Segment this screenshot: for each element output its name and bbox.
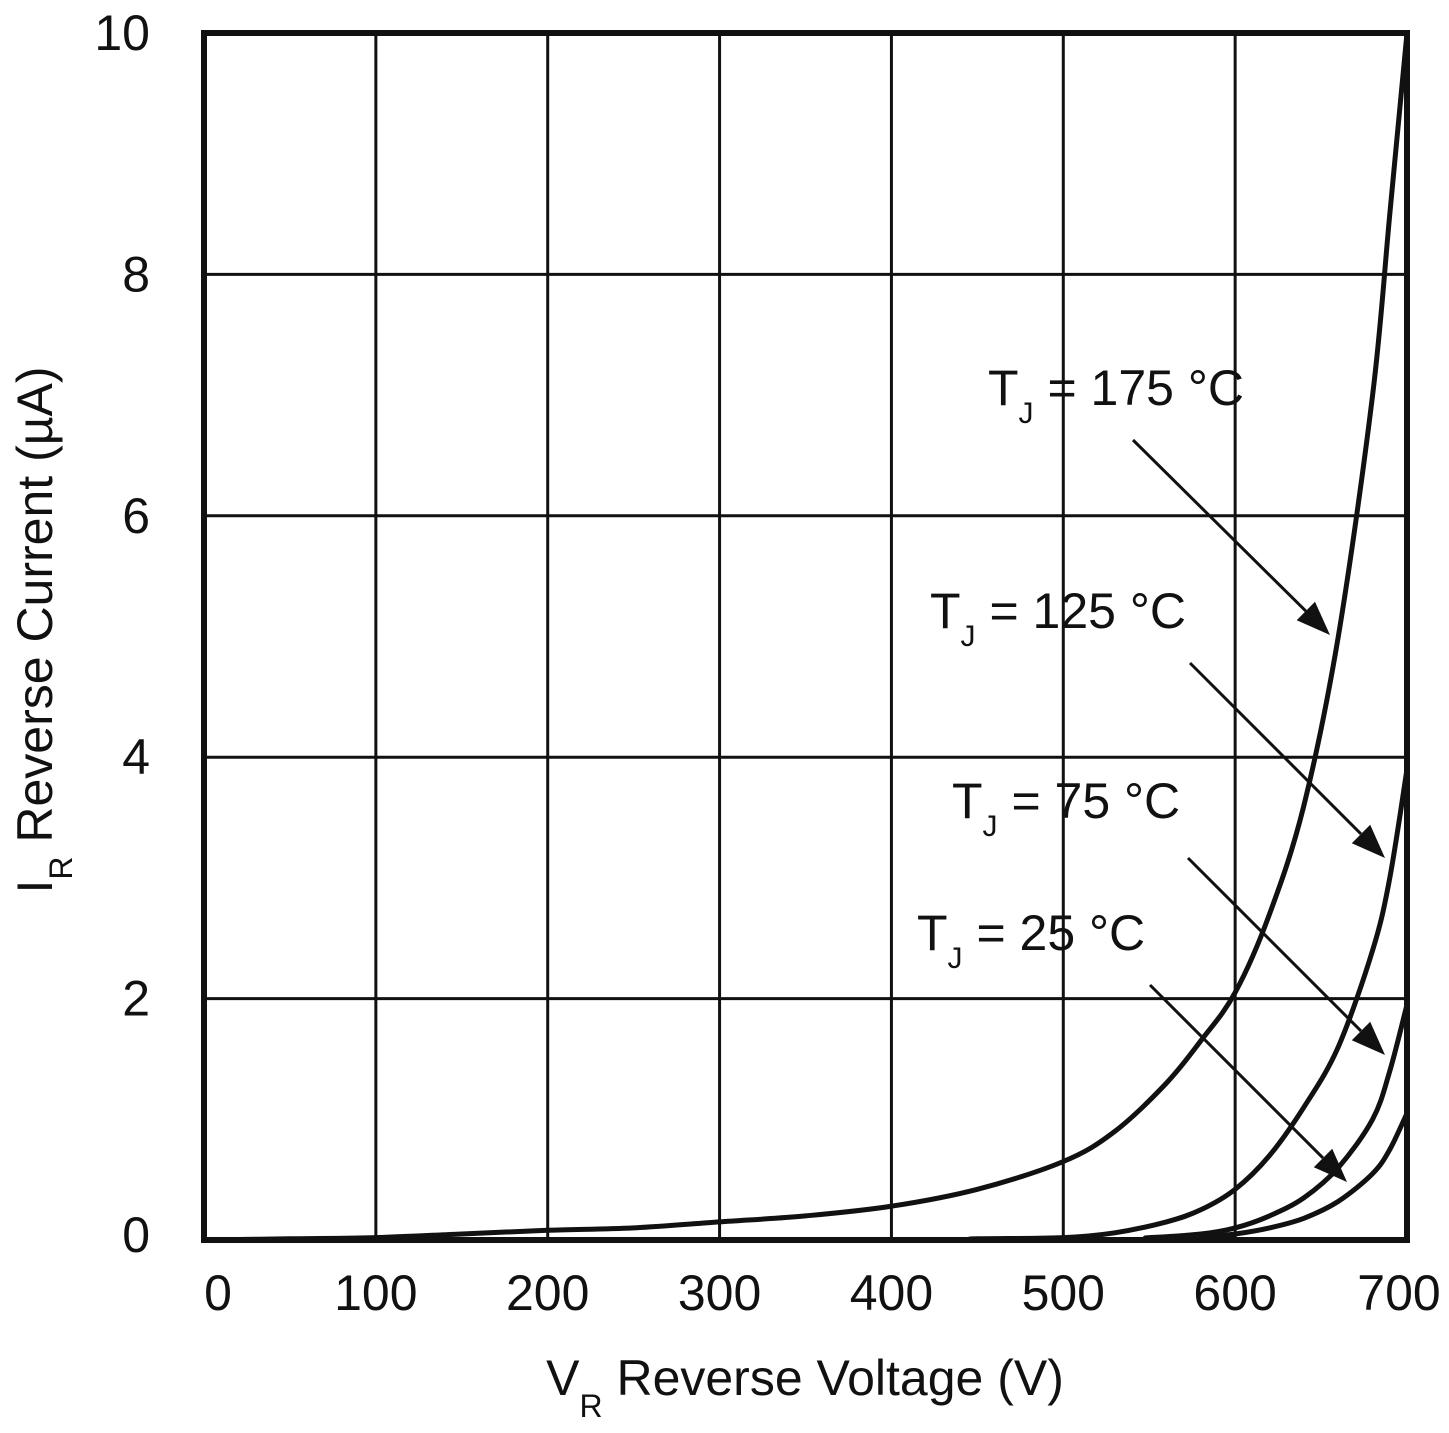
annotation-label: TJ = 25 °C bbox=[917, 905, 1145, 975]
x-tick-label: 700 bbox=[1357, 1265, 1440, 1321]
annotation-rest: = 75 °C bbox=[998, 773, 1181, 829]
annotation-25c: TJ = 25 °C bbox=[917, 905, 1347, 1182]
annotation-label: TJ = 175 °C bbox=[988, 360, 1244, 430]
x-tick-label: 600 bbox=[1193, 1265, 1276, 1321]
annotation-arrow-shaft bbox=[1188, 661, 1363, 836]
annotation-arrow-head bbox=[1296, 601, 1330, 635]
y-tick-label: 0 bbox=[122, 1207, 150, 1263]
grid bbox=[204, 33, 1407, 1240]
tick-labels: 0 100 200 300 400 500 600 700 0 2 4 6 8 10 bbox=[94, 5, 1440, 1321]
annotation-125c: TJ = 125 °C bbox=[930, 583, 1385, 858]
annotation-rest: = 125 °C bbox=[976, 583, 1186, 639]
annotation-sub: J bbox=[1019, 397, 1034, 430]
annotation-arrow-head bbox=[1313, 1148, 1347, 1182]
y-tick-label: 4 bbox=[122, 729, 150, 785]
annotation-sub: J bbox=[948, 942, 963, 975]
annotation-arrow-shaft bbox=[1148, 983, 1325, 1160]
annotation-arrow-head bbox=[1351, 1021, 1385, 1055]
annotation-main: T bbox=[917, 905, 948, 961]
annotation-75c: TJ = 75 °C bbox=[952, 773, 1385, 1055]
annotation-label: TJ = 125 °C bbox=[930, 583, 1186, 653]
x-axis-label: VR Reverse Voltage (V) bbox=[546, 1350, 1064, 1424]
annotation-label: TJ = 75 °C bbox=[952, 773, 1180, 843]
x-tick-label: 0 bbox=[204, 1265, 232, 1321]
annotation-main: T bbox=[988, 360, 1019, 416]
annotation-arrow-head bbox=[1351, 824, 1385, 858]
x-tick-label: 100 bbox=[334, 1265, 417, 1321]
series-annotations: TJ = 175 °CTJ = 125 °CTJ = 75 °CTJ = 25 … bbox=[917, 360, 1385, 1182]
x-tick-label: 400 bbox=[850, 1265, 933, 1321]
annotation-arrow-shaft bbox=[1131, 438, 1307, 613]
y-tick-label: 6 bbox=[122, 488, 150, 544]
annotation-main: T bbox=[930, 583, 961, 639]
x-tick-label: 200 bbox=[506, 1265, 589, 1321]
x-tick-label: 300 bbox=[678, 1265, 761, 1321]
x-tick-label: 500 bbox=[1022, 1265, 1105, 1321]
annotation-main: T bbox=[952, 773, 983, 829]
y-tick-label: 10 bbox=[94, 5, 150, 61]
annotation-arrow-shaft bbox=[1186, 856, 1363, 1033]
plot-frame bbox=[201, 30, 1410, 1243]
annotation-175c: TJ = 175 °C bbox=[988, 360, 1330, 635]
annotation-sub: J bbox=[961, 620, 976, 653]
y-axis-label: IR Reverse Current (µA) bbox=[7, 366, 79, 893]
annotation-rest: = 175 °C bbox=[1034, 360, 1244, 416]
annotation-rest: = 25 °C bbox=[963, 905, 1146, 961]
y-tick-label: 2 bbox=[122, 971, 150, 1027]
series-175c-line bbox=[201, 30, 1410, 1243]
annotation-sub: J bbox=[983, 810, 998, 843]
y-tick-label: 8 bbox=[122, 246, 150, 302]
